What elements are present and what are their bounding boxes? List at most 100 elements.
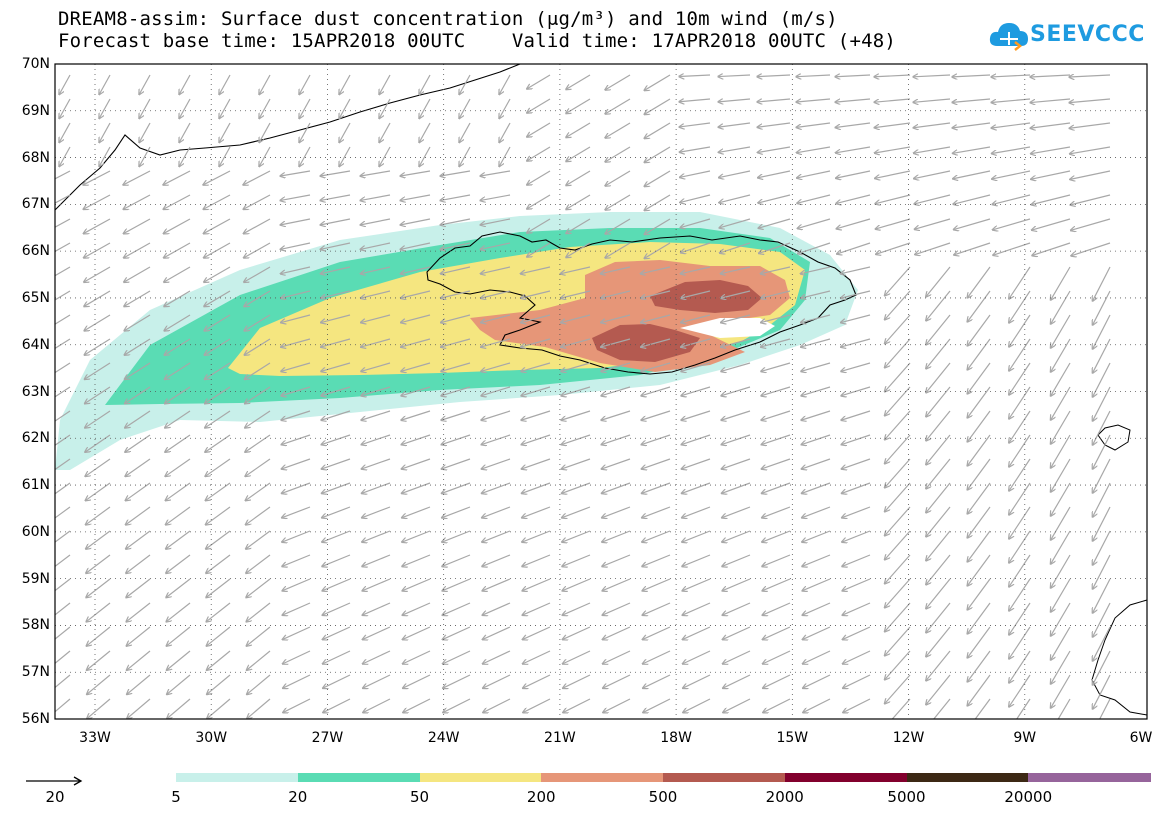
wind-arrow bbox=[681, 266, 711, 274]
wind-arrow bbox=[362, 458, 391, 469]
wind-arrow bbox=[566, 242, 591, 257]
wind-arrow bbox=[483, 626, 511, 639]
lat-label: 62N bbox=[21, 430, 50, 447]
wind-arrow bbox=[644, 98, 671, 114]
wind-arrow bbox=[835, 75, 871, 77]
wind-arrow bbox=[86, 506, 111, 525]
wind-arrow bbox=[527, 218, 551, 233]
wind-arrow bbox=[441, 218, 471, 225]
wind-arrow bbox=[441, 314, 471, 323]
wind-arrow bbox=[926, 290, 951, 321]
wind-arrow bbox=[841, 410, 871, 420]
wind-arrow bbox=[481, 242, 511, 249]
wind-arrow bbox=[561, 362, 591, 371]
wind-arrow bbox=[723, 602, 751, 615]
wind-arrow bbox=[259, 122, 271, 142]
wind-arrow bbox=[164, 266, 191, 282]
wind-arrow bbox=[204, 218, 231, 233]
wind-arrow bbox=[167, 674, 191, 694]
wind-arrow bbox=[322, 530, 351, 542]
wind-arrow bbox=[842, 434, 871, 445]
lat-label: 61N bbox=[21, 477, 50, 494]
wind-arrow bbox=[167, 698, 191, 718]
wind-arrow bbox=[722, 482, 751, 493]
wind-arrow bbox=[281, 266, 311, 274]
wind-arrow bbox=[482, 530, 511, 542]
wind-arrow bbox=[55, 626, 71, 640]
wind-arrow bbox=[885, 362, 911, 391]
wind-arrow bbox=[561, 338, 591, 347]
wind-arrow bbox=[441, 338, 471, 347]
wind-arrow bbox=[244, 242, 271, 258]
wind-arrow bbox=[680, 146, 711, 152]
wind-arrow bbox=[991, 98, 1031, 102]
wind-arrow bbox=[566, 170, 591, 185]
wind-arrow bbox=[244, 266, 271, 282]
wind-arrow bbox=[843, 626, 871, 639]
wind-arrow bbox=[139, 122, 151, 142]
lon-label: 21W bbox=[544, 730, 576, 746]
wind-arrow bbox=[283, 698, 311, 712]
wind-arrow bbox=[1031, 194, 1071, 205]
wind-arrow bbox=[720, 218, 751, 228]
wind-arrow bbox=[521, 266, 551, 274]
wind-arrow bbox=[205, 362, 231, 379]
wind-arrow bbox=[719, 194, 751, 203]
wind-arrow bbox=[842, 506, 871, 518]
wind-arrow bbox=[321, 266, 351, 274]
dust-contour-white bbox=[680, 318, 775, 338]
wind-arrow bbox=[885, 530, 911, 559]
wind-arrow bbox=[643, 626, 671, 639]
wind-arrow bbox=[763, 674, 791, 688]
wind-arrow bbox=[1070, 170, 1111, 179]
wind-arrow bbox=[875, 122, 911, 128]
wind-arrow bbox=[876, 242, 911, 254]
wind-arrow bbox=[1031, 122, 1071, 128]
wind-arrow bbox=[914, 146, 951, 153]
legend-label: 50 bbox=[409, 788, 430, 806]
wind-arrow bbox=[802, 554, 831, 566]
wind-arrow bbox=[339, 122, 351, 142]
wind-arrow bbox=[641, 338, 671, 347]
wind-arrow bbox=[953, 146, 991, 153]
wind-arrow bbox=[926, 506, 951, 537]
wind-arrow bbox=[323, 626, 351, 639]
wind-arrow bbox=[361, 338, 391, 347]
wind-arrow bbox=[1031, 146, 1071, 154]
wind-arrow bbox=[885, 554, 911, 583]
wind-arrow bbox=[683, 626, 711, 639]
wind-arrow bbox=[55, 578, 71, 592]
wind-arrow bbox=[246, 554, 271, 573]
wind-arrow bbox=[401, 290, 431, 298]
seevccc-logo: SEEVCCC bbox=[988, 18, 1168, 56]
wind-arrow bbox=[281, 218, 311, 225]
wind-arrow bbox=[757, 75, 791, 77]
wind-arrow bbox=[481, 218, 511, 225]
wind-arrow bbox=[1009, 506, 1031, 539]
wind-arrow bbox=[561, 290, 591, 298]
wind-arrow bbox=[246, 506, 271, 525]
wind-arrow bbox=[125, 338, 151, 355]
legend-swatch bbox=[176, 773, 299, 782]
wind-arrow bbox=[1051, 266, 1071, 300]
wind-arrow bbox=[165, 362, 191, 379]
wind-arrow bbox=[802, 578, 831, 591]
wind-arrow bbox=[762, 434, 791, 445]
wind-arrow bbox=[323, 674, 351, 688]
wind-arrow bbox=[642, 578, 671, 591]
wind-arrow bbox=[723, 626, 751, 639]
wind-arrow bbox=[480, 194, 511, 200]
wind-arrow bbox=[401, 314, 431, 323]
wind-arrow bbox=[124, 218, 151, 233]
wind-arrow bbox=[913, 98, 951, 102]
wind-arrow bbox=[1009, 650, 1031, 683]
wind-arrow bbox=[682, 458, 711, 469]
wind-arrow bbox=[798, 218, 831, 228]
wind-arrow bbox=[1009, 482, 1031, 515]
wind-arrow bbox=[523, 650, 551, 664]
wind-arrow bbox=[602, 530, 631, 542]
legend-swatch bbox=[784, 773, 907, 782]
wind-arrow bbox=[603, 674, 631, 688]
wind-arrow bbox=[523, 698, 551, 712]
wind-arrow bbox=[603, 626, 631, 639]
